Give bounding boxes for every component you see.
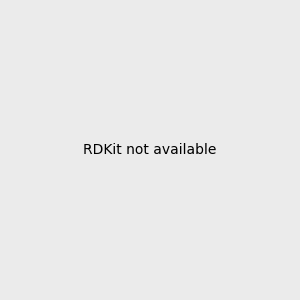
Text: RDKit not available: RDKit not available bbox=[83, 143, 217, 157]
